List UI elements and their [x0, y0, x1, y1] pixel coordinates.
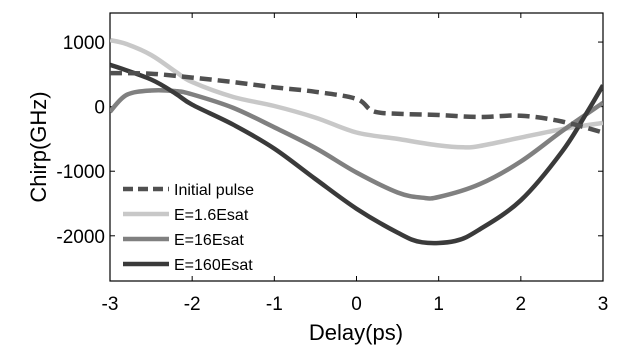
y-tick-label: -2000: [56, 227, 105, 248]
legend-label: E=1.6Esat: [174, 207, 249, 224]
series-line-e-16esat: [110, 87, 603, 201]
legend-label: E=160Esat: [174, 257, 253, 274]
series-line-e-1-6esat: [110, 37, 603, 150]
x-tick-label: -3: [102, 294, 119, 315]
legend-label: E=16Esat: [174, 232, 244, 249]
plot-frame: [109, 12, 604, 282]
y-tick-label: 0: [94, 98, 105, 119]
series-line-e-160esat: [110, 62, 603, 246]
x-tick-label: 0: [351, 294, 362, 315]
x-tick-label: -1: [266, 294, 283, 315]
tick-layer: -3 -2 -1 0 1 2 3 -2000 -1000 0 1000: [56, 13, 608, 315]
x-tick-label: 3: [598, 294, 609, 315]
x-tick-label: 2: [516, 294, 527, 315]
x-tick-label: 1: [433, 294, 444, 315]
x-tick-label: -2: [184, 294, 201, 315]
x-axis-label: Delay(ps): [309, 320, 403, 345]
series-line-initial-pulse: [110, 70, 603, 135]
y-tick-label: -1000: [56, 162, 105, 183]
series-layer: [110, 37, 603, 246]
legend-label: Initial pulse: [174, 182, 254, 199]
legend: Initial pulse E=1.6Esat E=16Esat E=160Esat: [123, 182, 254, 274]
y-axis-label: Chirp(GHz): [26, 91, 51, 202]
y-tick-label: 1000: [63, 33, 105, 54]
